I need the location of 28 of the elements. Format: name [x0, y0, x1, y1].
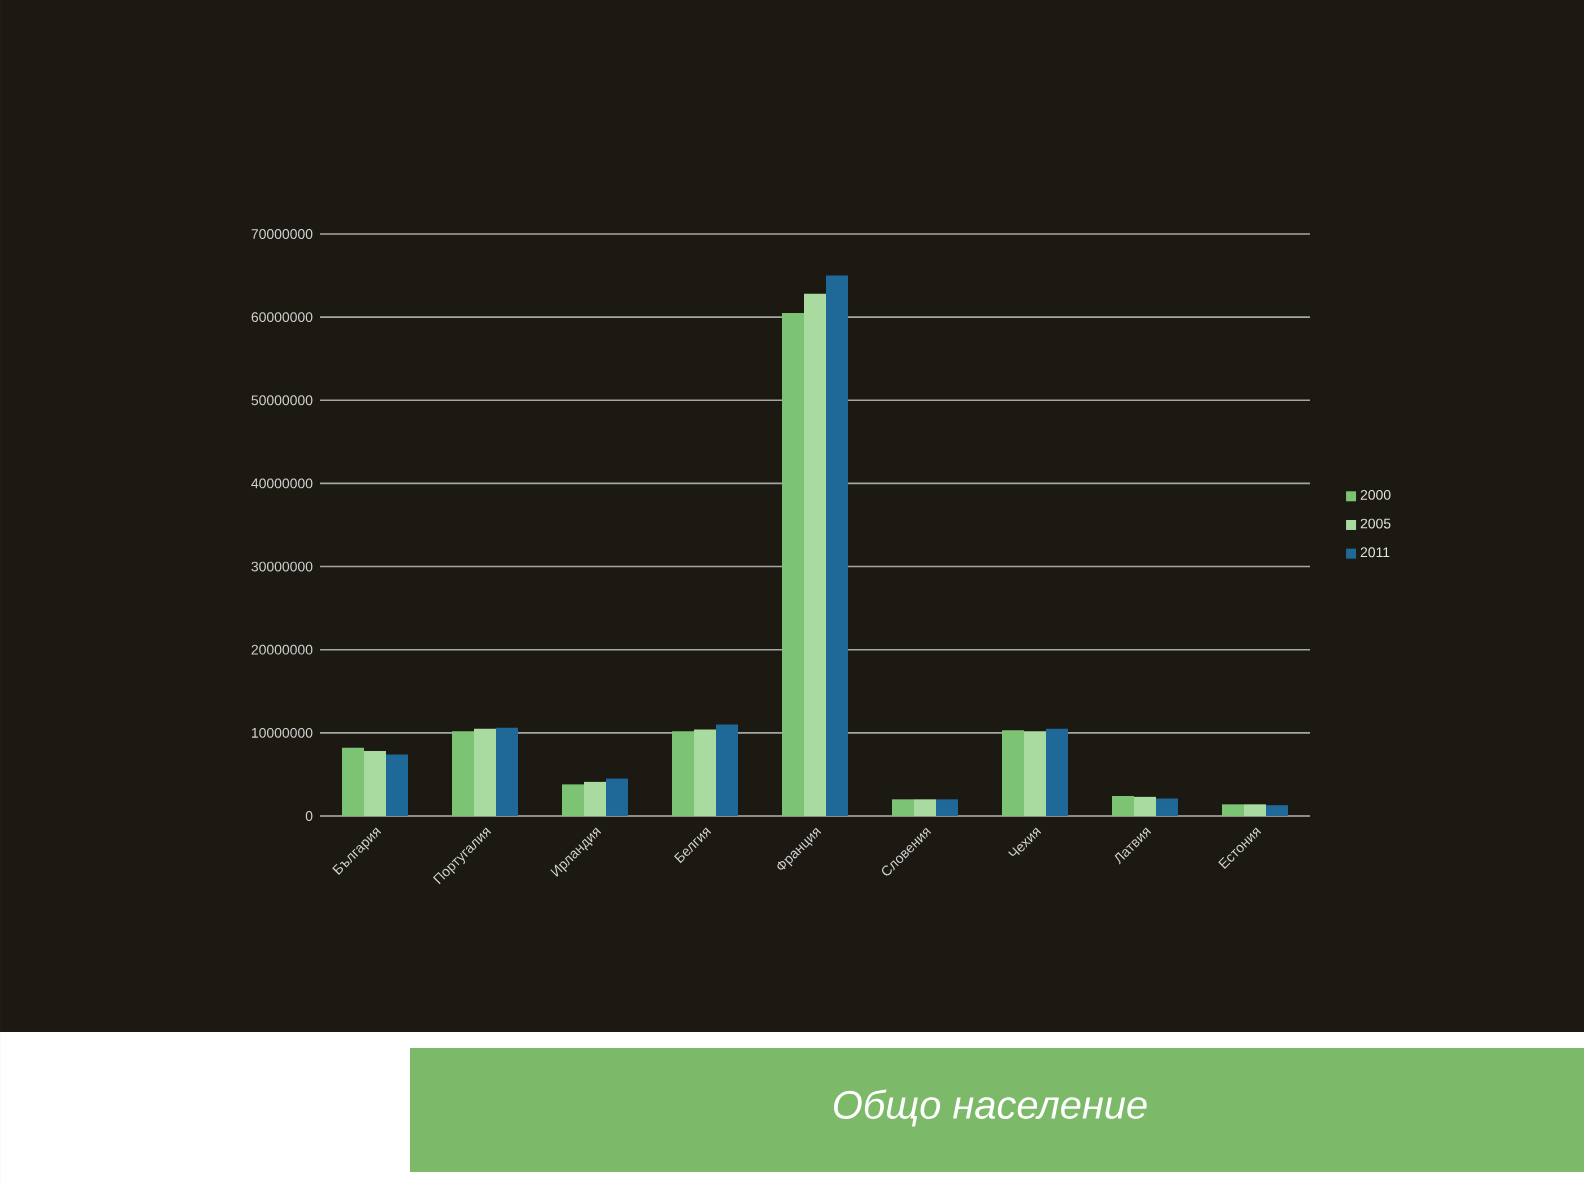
bar: [496, 727, 519, 816]
bar: [694, 729, 717, 816]
bar: [364, 751, 387, 816]
bar: [1134, 796, 1156, 816]
text: Общо население: [834, 1089, 1147, 1127]
bar: [892, 799, 914, 816]
bar: [1266, 805, 1288, 816]
bar: [1112, 796, 1134, 816]
bar: [1156, 798, 1178, 816]
bar: [1024, 731, 1046, 816]
bar: [342, 747, 365, 816]
bar: [914, 799, 936, 816]
bar: [584, 781, 607, 816]
bar: [716, 724, 739, 816]
bar: [1222, 804, 1244, 816]
bar: [1002, 730, 1024, 816]
bar: [1244, 804, 1266, 816]
bar: [1046, 728, 1068, 816]
bar: [452, 731, 475, 816]
bar: [782, 312, 804, 816]
bar: [606, 778, 629, 816]
bar: [936, 799, 958, 816]
bar: [474, 728, 497, 816]
bar: [826, 275, 848, 816]
bar: [562, 784, 585, 816]
bar: [804, 293, 826, 816]
bar: [386, 754, 409, 816]
bar: [672, 731, 695, 816]
